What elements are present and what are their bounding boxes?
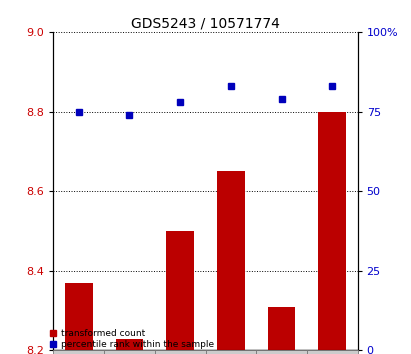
Title: GDS5243 / 10571774: GDS5243 / 10571774 bbox=[131, 17, 280, 31]
Legend: transformed count, percentile rank within the sample: transformed count, percentile rank withi… bbox=[50, 329, 214, 349]
Bar bbox=[206, 350, 256, 354]
Bar bbox=[166, 231, 194, 350]
Bar bbox=[268, 307, 296, 350]
Bar bbox=[65, 283, 93, 350]
Bar bbox=[318, 112, 346, 350]
Bar bbox=[217, 171, 245, 350]
Bar bbox=[155, 350, 206, 354]
Bar bbox=[53, 350, 104, 354]
Bar bbox=[256, 350, 307, 354]
Bar bbox=[307, 350, 358, 354]
Bar bbox=[104, 350, 155, 354]
Bar bbox=[115, 338, 143, 350]
